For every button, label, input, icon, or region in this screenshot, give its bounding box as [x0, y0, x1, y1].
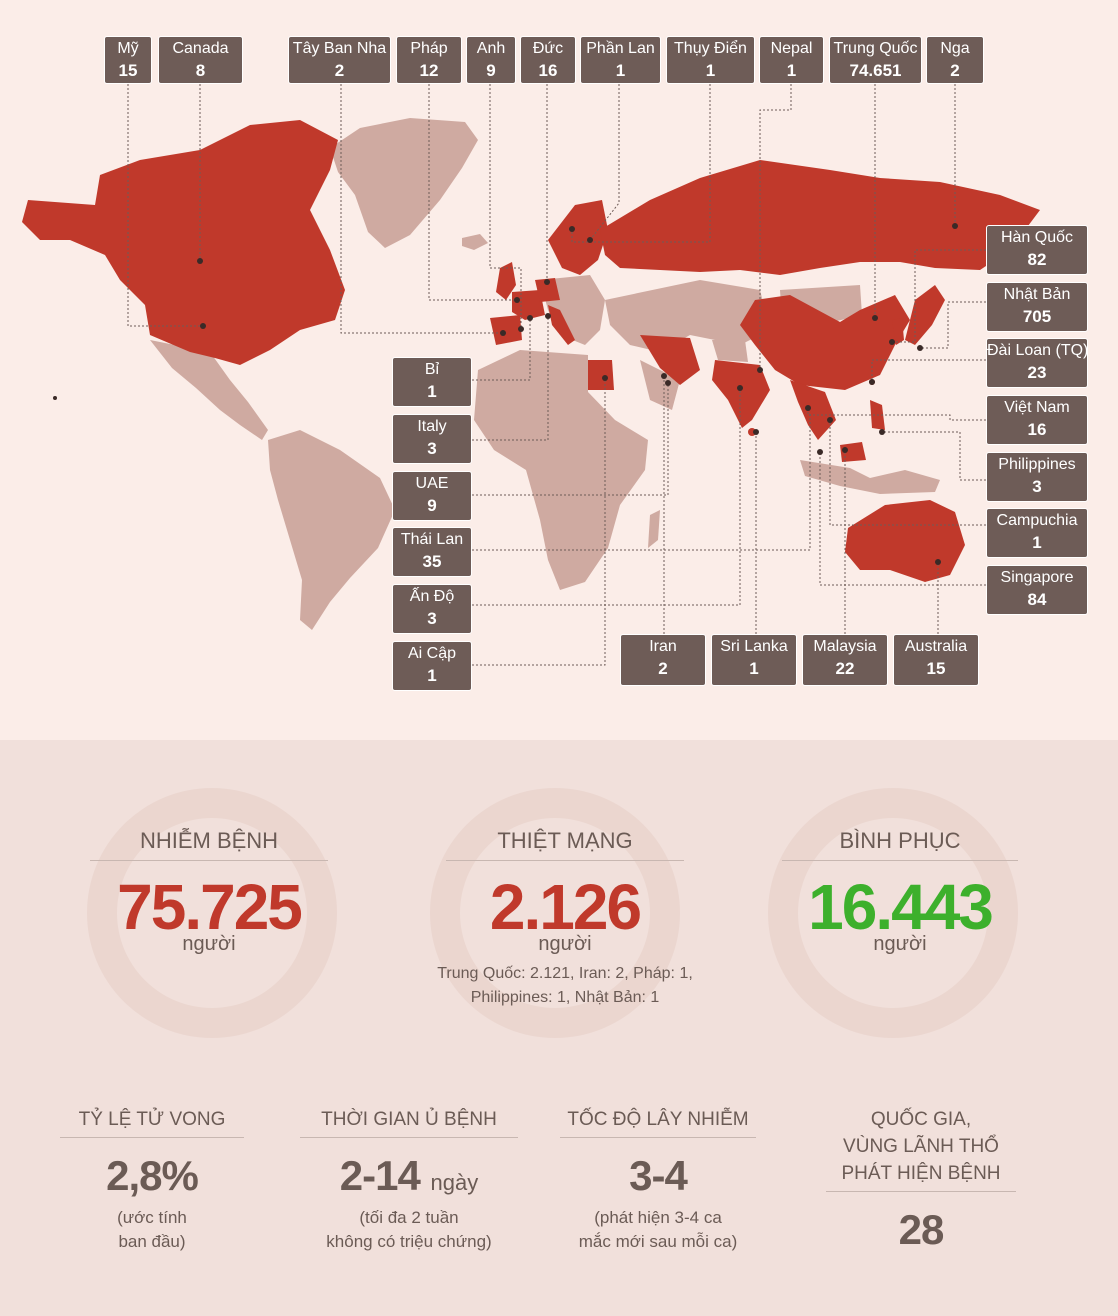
- country-label-germany: Đức 16: [520, 36, 576, 84]
- country-label-france: Pháp 12: [396, 36, 462, 84]
- fact-countries-title-1: QUỐC GIA,: [870, 1109, 972, 1130]
- stat-recovered-unit: người: [873, 933, 927, 955]
- fact-countries-title-3: PHÁT HIỆN BỆNH: [841, 1163, 1001, 1184]
- country-label-sweden: Thụy Điển 1: [666, 36, 755, 84]
- fact-mortality-title: TỶ LỆ TỬ VONG: [60, 1106, 244, 1138]
- stat-infected-unit: người: [182, 933, 236, 955]
- stat-deaths: THIỆT MẠNG 2.126 người Trung Quốc: 2.121…: [410, 828, 720, 1010]
- stat-recovered: BÌNH PHỤC 16.443 người: [782, 828, 1018, 956]
- country-label-finland: Phần Lan 1: [580, 36, 661, 84]
- stat-deaths-note-1: Trung Quốc: 2.121, Iran: 2, Pháp: 1,: [437, 965, 693, 982]
- fact-mortality-value: 2,8%: [106, 1152, 199, 1199]
- fact-mortality-note-1: (ước tính: [117, 1208, 187, 1227]
- fact-countries-value: 28: [898, 1206, 945, 1253]
- country-label-nepal: Nepal 1: [759, 36, 824, 84]
- country-label-taiwan: Đài Loan (TQ) 23: [986, 338, 1088, 388]
- connector-lines: [127, 84, 986, 666]
- stat-infected-title: NHIỄM BỆNH: [90, 828, 328, 861]
- stat-deaths-title: THIỆT MẠNG: [446, 828, 684, 861]
- fact-spread: TỐC ĐỘ LÂY NHIỄM 3-4 (phát hiện 3-4 ca m…: [560, 1106, 756, 1254]
- fact-mortality-note-2: ban đầu): [118, 1232, 186, 1251]
- country-label-usa: Mỹ 15: [104, 36, 152, 84]
- fact-countries-title: QUỐC GIA, VÙNG LÃNH THỔ PHÁT HIỆN BỆNH: [826, 1106, 1016, 1192]
- stat-deaths-note-2: Philippines: 1, Nhật Bản: 1: [470, 989, 660, 1006]
- country-label-iran: Iran 2: [620, 634, 706, 686]
- country-label-south-korea: Hàn Quốc 82: [986, 225, 1088, 275]
- country-label-egypt: Ai Cập 1: [392, 641, 472, 691]
- country-label-russia: Nga 2: [926, 36, 984, 84]
- world-map-section: Mỹ 15 Canada 8 Tây Ban Nha 2 Pháp 12 Anh 9 Đứ…: [0, 0, 1118, 740]
- country-label-malaysia: Malaysia 22: [802, 634, 888, 686]
- fact-incubation-title: THỜI GIAN Ủ BỆNH: [300, 1106, 518, 1138]
- country-label-philippines: Philippines 3: [986, 452, 1088, 502]
- country-label-cambodia: Campuchia 1: [986, 508, 1088, 558]
- fact-spread-value: 3-4: [629, 1152, 688, 1199]
- fact-spread-title: TỐC ĐỘ LÂY NHIỄM: [560, 1106, 756, 1138]
- stat-recovered-value: 16.443: [808, 871, 994, 943]
- location-dots: [53, 223, 958, 565]
- fact-spread-note-2: mắc mới sau mỗi ca): [578, 1232, 738, 1251]
- country-label-uk: Anh 9: [466, 36, 516, 84]
- stat-recovered-title: BÌNH PHỤC: [782, 828, 1018, 861]
- country-label-singapore: Singapore 84: [986, 565, 1088, 615]
- fact-incubation-note-2: không có triệu chứng): [326, 1232, 492, 1251]
- fact-countries-title-2: VÙNG LÃNH THỔ: [843, 1136, 999, 1157]
- stat-infected-value: 75.725: [117, 871, 303, 943]
- world-map: [22, 84, 1040, 666]
- fact-spread-note-1: (phát hiện 3-4 ca: [594, 1208, 722, 1227]
- country-label-belgium: Bỉ 1: [392, 357, 472, 407]
- country-label-spain: Tây Ban Nha 2: [288, 36, 391, 84]
- fact-mortality: TỶ LỆ TỬ VONG 2,8% (ước tính ban đầu): [60, 1106, 244, 1254]
- fact-incubation-suffix: ngày: [430, 1170, 479, 1195]
- stat-infected: NHIỄM BỆNH 75.725 người: [90, 828, 328, 956]
- fact-incubation: THỜI GIAN Ủ BỆNH 2-14 ngày (tối đa 2 tuầ…: [300, 1106, 518, 1254]
- country-label-india: Ấn Độ 3: [392, 584, 472, 634]
- country-label-thailand: Thái Lan 35: [392, 527, 472, 577]
- country-label-vietnam: Việt Nam 16: [986, 395, 1088, 445]
- fact-incubation-value: 2-14: [339, 1152, 421, 1199]
- fact-incubation-note-1: (tối đa 2 tuần: [359, 1208, 459, 1227]
- country-label-uae: UAE 9: [392, 471, 472, 521]
- fact-countries: QUỐC GIA, VÙNG LÃNH THỔ PHÁT HIỆN BỆNH 2…: [826, 1106, 1016, 1254]
- country-label-italy: Italy 3: [392, 414, 472, 464]
- country-label-australia: Australia 15: [893, 634, 979, 686]
- country-label-china: Trung Quốc 74.651: [829, 36, 922, 84]
- country-label-sri-lanka: Sri Lanka 1: [711, 634, 797, 686]
- country-label-japan: Nhật Bản 705: [986, 282, 1088, 332]
- country-label-canada: Canada 8: [158, 36, 243, 84]
- statistics-section: NHIỄM BỆNH 75.725 người THIỆT MẠNG 2.126…: [0, 740, 1118, 1316]
- stat-deaths-unit: người: [538, 933, 592, 955]
- stat-deaths-value: 2.126: [489, 871, 642, 943]
- fact-incubation-value-wrap: 2-14 ngày: [300, 1152, 518, 1200]
- virus-background: [87, 788, 1018, 1038]
